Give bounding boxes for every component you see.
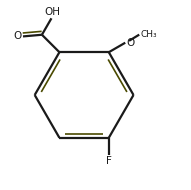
Text: CH₃: CH₃: [140, 30, 157, 39]
Text: O: O: [14, 31, 22, 41]
Text: F: F: [106, 156, 112, 166]
Text: O: O: [126, 38, 134, 48]
Text: OH: OH: [44, 7, 60, 17]
